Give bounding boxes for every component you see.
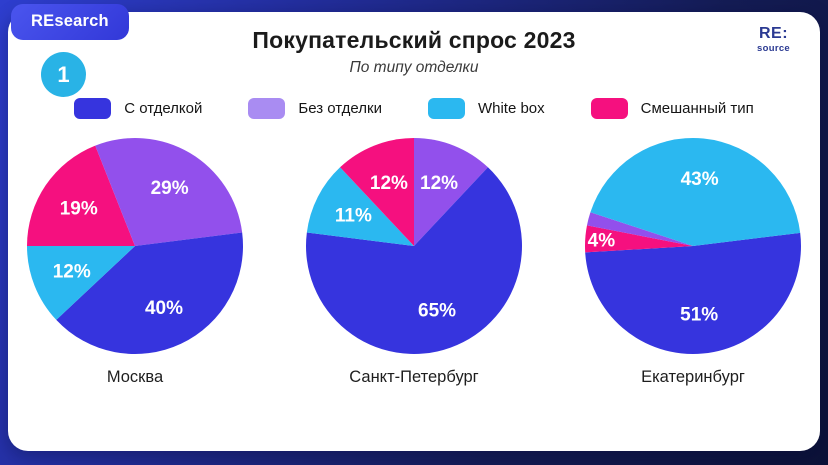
- pie-slice-label: 4%: [588, 230, 616, 251]
- legend-swatch-mixed: [590, 98, 628, 119]
- legend-swatch-whitebox: [427, 98, 465, 119]
- logo-line-1: RE:: [758, 25, 789, 42]
- pie-slice-label: 11%: [335, 206, 372, 227]
- logo-line-2: source: [757, 43, 790, 54]
- chart-block-saint-petersburg: 12% 65% 11% 12% Санкт-Петербург: [305, 137, 523, 387]
- pie-slice-whitebox: [306, 167, 414, 246]
- legend-swatch-finished: [74, 98, 112, 119]
- legend-item-mixed: Смешанный тип: [590, 98, 754, 119]
- legend-item-unfinished: Без отделки: [248, 98, 382, 119]
- chart-block-yekaterinburg: 51% 4% 43% Екатеринбург: [584, 137, 802, 387]
- slide-header: Покупательский спрос 2023 По типу отделк…: [8, 12, 820, 77]
- legend-label: С отделкой: [124, 100, 203, 117]
- pie-chart-yekaterinburg: 51% 4% 43%: [584, 137, 802, 355]
- city-label-yekaterinburg: Екатеринбург: [641, 368, 745, 386]
- pie-slice-label: 12%: [53, 262, 91, 283]
- page-title: Покупательский спрос 2023: [252, 27, 576, 53]
- pie-slice-unfinished: [414, 138, 488, 246]
- pie-chart-saint-petersburg: 12% 65% 11% 12%: [305, 137, 523, 355]
- pie-slice-unfinished: [586, 212, 693, 246]
- slide-number-badge: 1: [41, 52, 86, 97]
- pie-chart-moscow: 19% 29% 40% 12%: [26, 137, 244, 355]
- legend-item-whitebox: White box: [427, 98, 545, 119]
- charts-row: 19% 29% 40% 12% Москва 12% 65% 11% 12% Санкт-П…: [8, 137, 820, 387]
- pie-slice-mixed: [340, 138, 414, 246]
- legend-label: Без отделки: [298, 100, 382, 117]
- legend-swatch-unfinished: [248, 98, 286, 119]
- city-label-moscow: Москва: [106, 368, 164, 386]
- resource-logo: RE: source: [757, 26, 790, 54]
- chart-block-moscow: 19% 29% 40% 12% Москва: [26, 137, 244, 387]
- pie-slice-label: 40%: [145, 298, 183, 319]
- pie-slice-label: 12%: [370, 173, 408, 194]
- legend-item-finished: С отделкой: [74, 98, 202, 119]
- pie-slice-whitebox: [27, 246, 135, 320]
- pie-slice-label: 65%: [418, 301, 456, 322]
- pie-slice-mixed: [585, 225, 693, 253]
- pie-slice-unfinished: [95, 138, 243, 246]
- pie-slice-whitebox: [590, 138, 801, 246]
- chart-legend: С отделкой Без отделки White box Смешанн…: [8, 98, 820, 119]
- legend-label: White box: [477, 100, 545, 117]
- pie-slice-mixed: [27, 145, 135, 246]
- content-card: RE: source Покупательский спрос 2023 По …: [8, 12, 820, 451]
- pie-slice-finished: [306, 167, 522, 354]
- pie-slice-label: 51%: [680, 304, 718, 325]
- pie-slice-label: 19%: [60, 198, 98, 219]
- city-label-saint-petersburg: Санкт-Петербург: [349, 368, 479, 386]
- research-badge: REsearch: [11, 4, 129, 40]
- pie-slice-label: 12%: [420, 173, 458, 194]
- pie-slice-label: 29%: [151, 178, 189, 199]
- pie-slice-finished: [585, 232, 801, 355]
- pie-slice-label: 43%: [681, 169, 719, 190]
- pie-slice-finished: [56, 232, 244, 354]
- legend-label: Смешанный тип: [640, 100, 754, 117]
- page-subtitle: По типу отделки: [349, 59, 479, 76]
